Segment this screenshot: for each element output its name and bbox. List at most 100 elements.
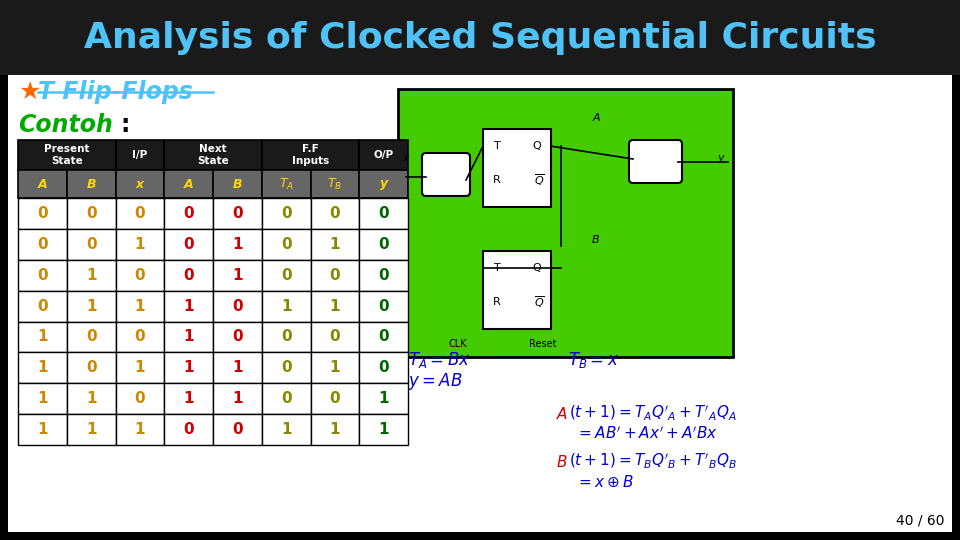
Bar: [262, 414, 310, 445]
Bar: [310, 198, 359, 229]
Text: 1: 1: [329, 360, 340, 375]
Text: 1: 1: [183, 360, 194, 375]
Text: x: x: [135, 178, 144, 191]
Bar: [164, 353, 213, 383]
Bar: [310, 353, 359, 383]
Text: 40 / 60: 40 / 60: [897, 514, 945, 528]
Bar: [115, 198, 164, 229]
Text: Present
State: Present State: [44, 144, 89, 166]
Bar: [310, 260, 359, 291]
Text: 0: 0: [329, 391, 340, 406]
Text: 0: 0: [232, 329, 243, 345]
Text: 0: 0: [85, 206, 96, 221]
Text: 0: 0: [37, 237, 48, 252]
Text: Q: Q: [533, 141, 541, 151]
Text: 1: 1: [232, 268, 243, 282]
Bar: [213, 229, 262, 260]
Bar: [359, 170, 408, 198]
Text: 0: 0: [329, 206, 340, 221]
Bar: [213, 353, 262, 383]
Text: 1: 1: [281, 422, 292, 437]
Text: 0: 0: [232, 206, 243, 221]
Text: $= AB' + Ax' + A'Bx$: $= AB' + Ax' + A'Bx$: [576, 426, 718, 442]
Bar: [262, 260, 310, 291]
Bar: [164, 229, 213, 260]
Bar: [359, 260, 408, 291]
Bar: [18, 140, 115, 170]
Text: 0: 0: [183, 422, 194, 437]
Bar: [213, 383, 262, 414]
Text: $A$: $A$: [556, 406, 568, 422]
Text: 1: 1: [134, 360, 145, 375]
Text: 1: 1: [134, 237, 145, 252]
Text: 1: 1: [329, 299, 340, 314]
Text: 1: 1: [85, 391, 96, 406]
Bar: [359, 198, 408, 229]
Text: 1: 1: [281, 299, 292, 314]
Bar: [18, 414, 67, 445]
Bar: [310, 170, 359, 198]
Text: $T_A = Bx$: $T_A = Bx$: [408, 350, 470, 370]
Bar: [310, 321, 359, 353]
Bar: [18, 353, 67, 383]
Text: Contoh: Contoh: [18, 113, 113, 137]
Text: 0: 0: [134, 206, 145, 221]
Bar: [359, 414, 408, 445]
Text: $T_A$: $T_A$: [278, 177, 294, 192]
Bar: [164, 321, 213, 353]
Text: 0: 0: [134, 329, 145, 345]
Bar: [115, 291, 164, 321]
Text: $(t+1) = T_BQ'_B + T'_BQ_B$: $(t+1) = T_BQ'_B + T'_BQ_B$: [569, 451, 736, 470]
Text: 0: 0: [85, 329, 96, 345]
Text: 1: 1: [232, 360, 243, 375]
Text: 1: 1: [37, 422, 48, 437]
Bar: [115, 170, 164, 198]
Text: R: R: [493, 296, 501, 307]
Bar: [18, 198, 67, 229]
Text: F.F
Inputs: F.F Inputs: [292, 144, 329, 166]
Text: 1: 1: [37, 360, 48, 375]
Text: CLK: CLK: [448, 339, 468, 349]
Text: 1: 1: [85, 299, 96, 314]
Bar: [359, 229, 408, 260]
Bar: [164, 291, 213, 321]
Text: 1: 1: [232, 391, 243, 406]
Text: 0: 0: [281, 268, 292, 282]
Bar: [262, 321, 310, 353]
Text: 1: 1: [37, 391, 48, 406]
FancyBboxPatch shape: [422, 153, 470, 196]
Text: I/P: I/P: [132, 150, 148, 160]
Text: 0: 0: [281, 206, 292, 221]
Bar: [359, 353, 408, 383]
Text: 1: 1: [37, 329, 48, 345]
Bar: [359, 140, 408, 170]
Text: 0: 0: [134, 391, 145, 406]
Bar: [115, 353, 164, 383]
Text: ★: ★: [18, 80, 40, 104]
Text: 0: 0: [378, 299, 389, 314]
Bar: [262, 170, 310, 198]
Text: 0: 0: [232, 422, 243, 437]
Text: $\overline{Q}$: $\overline{Q}$: [534, 294, 544, 309]
Bar: [213, 321, 262, 353]
Text: 0: 0: [378, 237, 389, 252]
Text: 0: 0: [85, 360, 96, 375]
Bar: [213, 291, 262, 321]
Text: Next
State: Next State: [197, 144, 228, 166]
Text: $T_B = x$: $T_B = x$: [568, 350, 619, 370]
Text: 0: 0: [183, 237, 194, 252]
Text: 1: 1: [232, 237, 243, 252]
Bar: [18, 291, 67, 321]
Bar: [310, 229, 359, 260]
Text: 0: 0: [378, 268, 389, 282]
Bar: [115, 383, 164, 414]
Text: A: A: [592, 113, 600, 123]
Text: 1: 1: [183, 391, 194, 406]
Bar: [67, 321, 115, 353]
Bar: [67, 170, 115, 198]
Text: 0: 0: [232, 299, 243, 314]
Bar: [164, 260, 213, 291]
Bar: [164, 383, 213, 414]
Text: 0: 0: [329, 268, 340, 282]
Bar: [18, 260, 67, 291]
